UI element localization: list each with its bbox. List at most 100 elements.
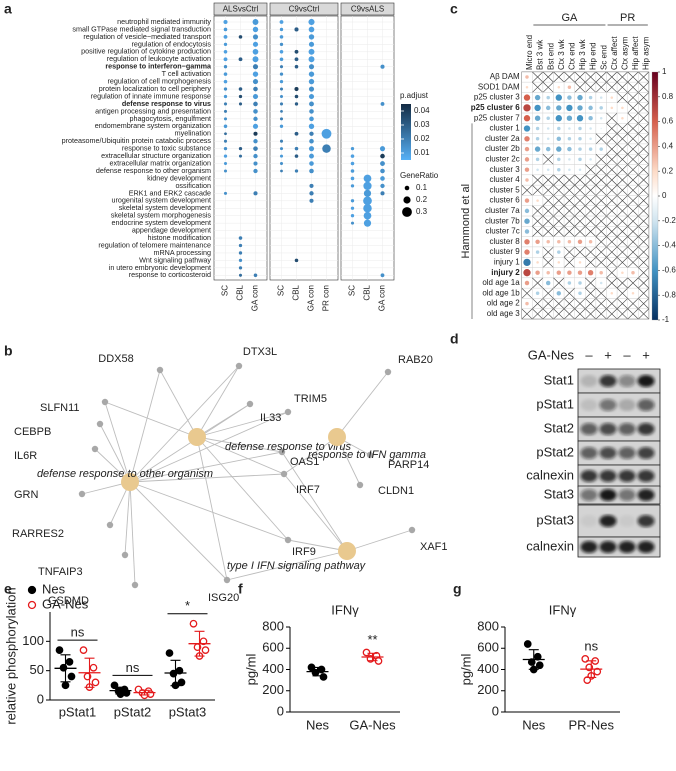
cross: [616, 123, 628, 134]
correlation-dot: [578, 168, 582, 171]
dot: [238, 251, 243, 255]
cross: [574, 226, 586, 237]
cross: [595, 287, 607, 299]
y-axis-label: pg/ml: [458, 653, 473, 685]
y-tick-label: 50: [30, 662, 44, 677]
cross: [574, 215, 586, 227]
y-tick-label: 0: [492, 703, 499, 718]
column-label: SC: [277, 285, 286, 296]
correlation-dot: [567, 85, 572, 90]
term-label: extracellular structure organization: [101, 151, 211, 160]
dot: [363, 196, 372, 206]
blot-band: [599, 423, 617, 435]
cross: [542, 246, 554, 258]
blot-band: [637, 375, 655, 387]
dot: [380, 183, 385, 189]
term-label: Wnt signaling pathway: [139, 255, 211, 264]
dot: [238, 273, 243, 277]
column-label: Hip end: [589, 42, 598, 70]
column-label: GA con: [378, 285, 387, 311]
correlation-dot: [524, 229, 530, 234]
gene-label: XAF1: [420, 541, 448, 553]
dot: [253, 109, 258, 114]
correlation-dot: [567, 146, 572, 152]
cross: [606, 308, 618, 320]
gene-label: SLFN11: [40, 402, 80, 414]
sd-bar: [84, 657, 95, 688]
correlation-dot: [576, 115, 584, 122]
cross: [638, 215, 650, 227]
correlation-dot: [578, 137, 582, 141]
data-point: [319, 673, 328, 681]
cross: [553, 195, 565, 206]
dot: [308, 146, 315, 152]
cross: [606, 174, 618, 186]
cross: [638, 123, 650, 134]
dot: [252, 93, 259, 100]
x-tick-label: pStat1: [59, 704, 97, 719]
correlation-dot: [621, 116, 624, 120]
dot: [253, 168, 258, 174]
sd-bar: [586, 660, 597, 679]
panel-label: e: [4, 581, 12, 597]
cross: [606, 226, 618, 237]
cross: [616, 184, 628, 196]
correlation-dot: [555, 115, 562, 122]
dot: [309, 116, 314, 122]
cross: [627, 236, 639, 248]
correlation-dot: [556, 105, 562, 111]
term-label: histone modification: [147, 233, 211, 242]
dot: [223, 169, 228, 173]
blot-label: pStat2: [536, 444, 574, 459]
correlation-dot: [557, 250, 561, 254]
column-label: SC: [348, 285, 357, 296]
cross: [532, 81, 544, 93]
network-edge: [99, 423, 131, 483]
facet-title: C9vsCtrl: [289, 5, 320, 14]
dot: [279, 42, 284, 46]
colorbar-label: 0.8: [662, 92, 674, 101]
correlation-dot: [546, 168, 550, 171]
network-edge: [104, 401, 198, 438]
dot: [252, 19, 259, 25]
term-label: small GTPase mediated signal transductio…: [72, 24, 211, 33]
term-label: response to corticosteroid: [129, 270, 211, 279]
dot: [294, 102, 299, 106]
cross: [542, 184, 554, 196]
blot-band: [599, 470, 617, 482]
cross: [574, 81, 586, 93]
cross: [595, 81, 607, 93]
y-tick-label: 400: [262, 661, 284, 676]
sd-bar: [115, 686, 126, 695]
cross: [553, 298, 565, 309]
dot: [253, 101, 258, 107]
term-label: response to IFN gamma: [308, 449, 426, 461]
sd-bar: [194, 630, 205, 657]
column-label: Bst 3 wk: [536, 39, 545, 70]
term-label: T cell activation: [162, 69, 211, 78]
column-label: SC: [221, 285, 230, 296]
row-label: cluster 7b: [485, 216, 520, 225]
colorbar-label: -0.4: [662, 241, 676, 250]
correlation-dot: [525, 178, 529, 182]
term-label: phagocytosis, engulfment: [129, 114, 211, 123]
correlation-dot: [568, 127, 571, 130]
sd-bar: [139, 689, 150, 696]
y-tick-label: 0: [277, 703, 284, 718]
gene-label: TRIM5: [294, 393, 327, 405]
cross: [563, 308, 575, 320]
blot-band: [637, 447, 655, 459]
colorbar-label: 0.6: [662, 117, 674, 126]
x-tick-label: GA-Nes: [349, 717, 396, 732]
blot-band: [580, 447, 598, 459]
row-label: cluster 8: [489, 237, 520, 246]
dot: [279, 102, 284, 106]
cross: [585, 226, 597, 237]
gene-node: [121, 551, 129, 559]
dot: [308, 41, 315, 47]
cross: [616, 174, 628, 186]
gene-label: RARRES2: [12, 528, 64, 540]
network-edge: [129, 403, 251, 483]
dot: [380, 64, 385, 69]
facet-title: C9vsALS: [351, 5, 384, 14]
